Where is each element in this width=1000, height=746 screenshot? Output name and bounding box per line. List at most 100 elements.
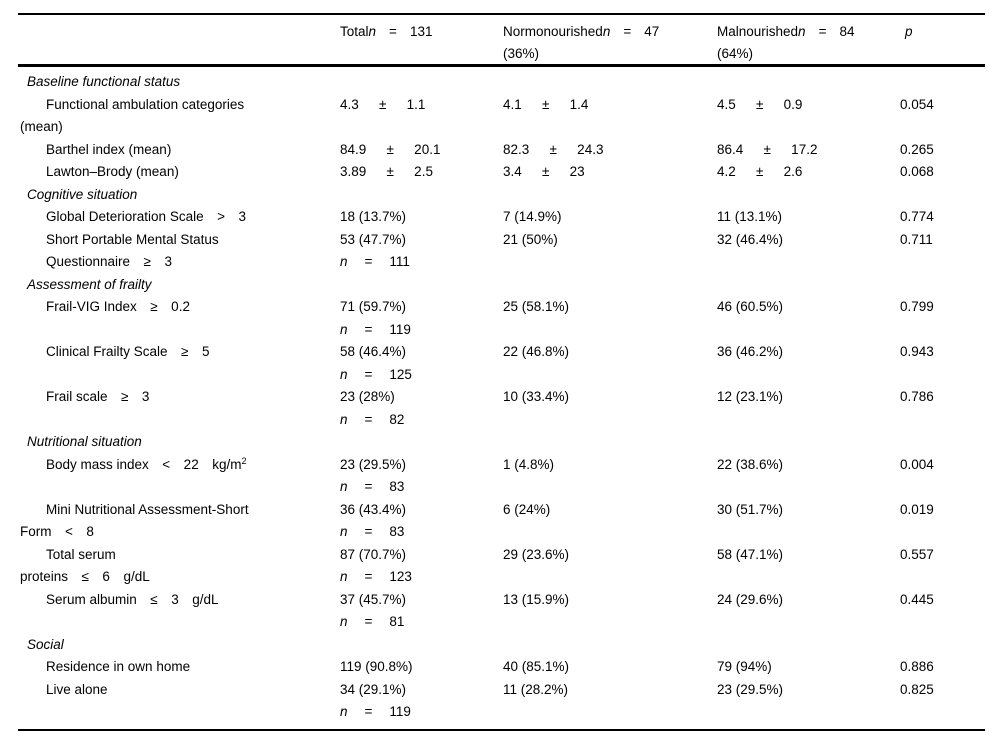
row-label: Barthel index (mean) [0, 139, 340, 162]
value-line: 71 (59.7%) [340, 299, 407, 314]
value-line: 58 (47.1%) [717, 546, 784, 562]
value-line: 12 (23.1%) [717, 389, 784, 404]
p-value-line: 0.825 [900, 681, 934, 697]
header-normonourished-line1: Normonourishedn = 47 [503, 21, 717, 43]
label-line: Clinical Frailty Scale ≥ 5 [46, 344, 210, 359]
table-body: Baseline functional status Functional amb… [0, 71, 1000, 724]
normonourished-cell: 21 (50%) [503, 229, 717, 274]
label-line: (mean) [20, 119, 63, 134]
n-symbol: n [340, 479, 348, 494]
malnourished-cell: 46 (60.5%) [717, 296, 900, 341]
row-label: Functional ambulation categories (mean) [0, 94, 340, 139]
label-line: Mini Nutritional Assessment-Short [46, 501, 249, 517]
total-cell: 23 (29.5%) n = 83 [340, 454, 503, 499]
header-normonourished-equals: = [623, 24, 632, 39]
normonourished-cell: 22 (46.8%) [503, 341, 717, 386]
label-line: Barthel index (mean) [46, 141, 172, 157]
malnourished-cell: 24 (29.6%) [717, 589, 900, 634]
table-row: Frail-VIG Index ≥ 0.2 71 (59.7%) n = 119 25 (… [0, 296, 1000, 341]
n-count: 83 [389, 479, 405, 494]
p-value-line: 0.004 [900, 456, 934, 472]
label-line: Form < 8 [20, 524, 94, 539]
row-label: Residence in own home [0, 656, 340, 679]
equals-sign: = [364, 254, 373, 269]
header-total-equals: = [389, 24, 397, 39]
n-line: n = 81 [340, 611, 503, 634]
n-line: n = 111 [340, 251, 503, 274]
value-line: 11 (28.2%) [503, 681, 569, 697]
p-value-cell: 0.786 [900, 386, 980, 431]
value-line: 79 (94%) [717, 659, 772, 674]
header-malnourished-equals: = [818, 24, 827, 39]
value-line: 4.1 ± 1.4 [503, 96, 589, 112]
header-total-column: Totaln = 131 [340, 21, 503, 65]
header-total-line1: Totaln = 131 [340, 21, 503, 43]
normonourished-cell: 11 (28.2%) [503, 679, 717, 724]
header-malnourished-percent: (64%) [717, 46, 754, 61]
equals-sign: = [364, 569, 373, 584]
section-title: Baseline functional status [27, 74, 181, 89]
header-normonourished-label: Normonourished [503, 24, 603, 39]
value-line: 22 (38.6%) [717, 456, 784, 472]
p-value-line: 0.799 [900, 299, 934, 314]
table-bottom-rule [18, 729, 985, 731]
value-line: 40 (85.1%) [503, 659, 570, 674]
n-line: n = 83 [340, 521, 503, 544]
total-cell: 23 (28%) n = 82 [340, 386, 503, 431]
total-cell: 4.3 ± 1.1 [340, 94, 503, 139]
value-line: 46 (60.5%) [717, 299, 784, 314]
malnourished-cell: 4.2 ± 2.6 [717, 161, 900, 184]
normonourished-cell: 3.4 ± 23 [503, 161, 717, 184]
row-label: Frail scale ≥ 3 [0, 386, 340, 431]
table-row: Total serum proteins ≤ 6 g/dL 87 (70.7%) n =… [0, 544, 1000, 589]
malnourished-cell: 22 (38.6%) [717, 454, 900, 499]
header-malnourished-line1: Malnourishedn = 84 [717, 21, 900, 43]
p-value-line: 0.068 [900, 164, 934, 179]
table-row: Live alone 34 (29.1%) n = 119 11 (28.2%) 23 (2… [0, 679, 1000, 724]
section-title: Nutritional situation [27, 434, 142, 449]
n-symbol: n [340, 614, 348, 629]
header-malnourished-label: Malnourished [717, 24, 799, 39]
n-symbol: n [340, 254, 348, 269]
malnourished-cell: 32 (46.4%) [717, 229, 900, 274]
value-line: 86.4 ± 17.2 [717, 141, 818, 157]
row-label: Clinical Frailty Scale ≥ 5 [0, 341, 340, 386]
header-normonourished-percent: (36%) [503, 46, 540, 61]
malnourished-cell: 79 (94%) [717, 656, 900, 679]
table-header-row: Totaln = 131 Normonourishedn = 47 (36%) Maln… [0, 21, 1000, 65]
equals-sign: = [364, 524, 373, 539]
value-line: 29 (23.6%) [503, 546, 570, 562]
value-line: 13 (15.9%) [503, 591, 570, 607]
label-line: Residence in own home [46, 659, 191, 674]
p-value-line: 0.445 [900, 591, 934, 607]
table-row: Body mass index < 22 kg/m2 23 (29.5%) n = 83… [0, 454, 1000, 499]
row-label: Live alone [0, 679, 340, 724]
n-line: n = 123 [340, 566, 503, 589]
equals-sign: = [364, 614, 373, 629]
p-value-line: 0.019 [900, 501, 934, 517]
p-value-cell: 0.943 [900, 341, 980, 386]
header-normonourished-n-symbol: n [602, 24, 611, 39]
label-line: Serum albumin ≤ 3 g/dL [46, 591, 219, 607]
value-line: 4.3 ± 1.1 [340, 96, 426, 112]
normonourished-cell: 10 (33.4%) [503, 386, 717, 431]
row-label: Lawton–Brody (mean) [0, 161, 340, 184]
malnourished-cell: 30 (51.7%) [717, 499, 900, 544]
p-value-line: 0.711 [900, 231, 933, 247]
n-symbol: n [340, 524, 348, 539]
superscript: 2 [241, 455, 247, 466]
p-value-line: 0.054 [900, 96, 934, 112]
p-value-cell: 0.799 [900, 296, 980, 341]
label-line: Live alone [46, 681, 108, 697]
value-line: 87 (70.7%) [340, 546, 407, 562]
row-label: Mini Nutritional Assessment-Short Form < … [0, 499, 340, 544]
value-line: 4.5 ± 0.9 [717, 96, 803, 112]
table-row: Global Deterioration Scale > 3 18 (13.7%)… [0, 206, 1000, 229]
n-symbol: n [340, 321, 348, 337]
total-cell: 18 (13.7%) [340, 206, 503, 229]
total-cell: 87 (70.7%) n = 123 [340, 544, 503, 589]
label-line: Global Deterioration Scale > 3 [46, 209, 246, 224]
value-line: 30 (51.7%) [717, 501, 784, 517]
label-line: Short Portable Mental Status [46, 231, 219, 247]
